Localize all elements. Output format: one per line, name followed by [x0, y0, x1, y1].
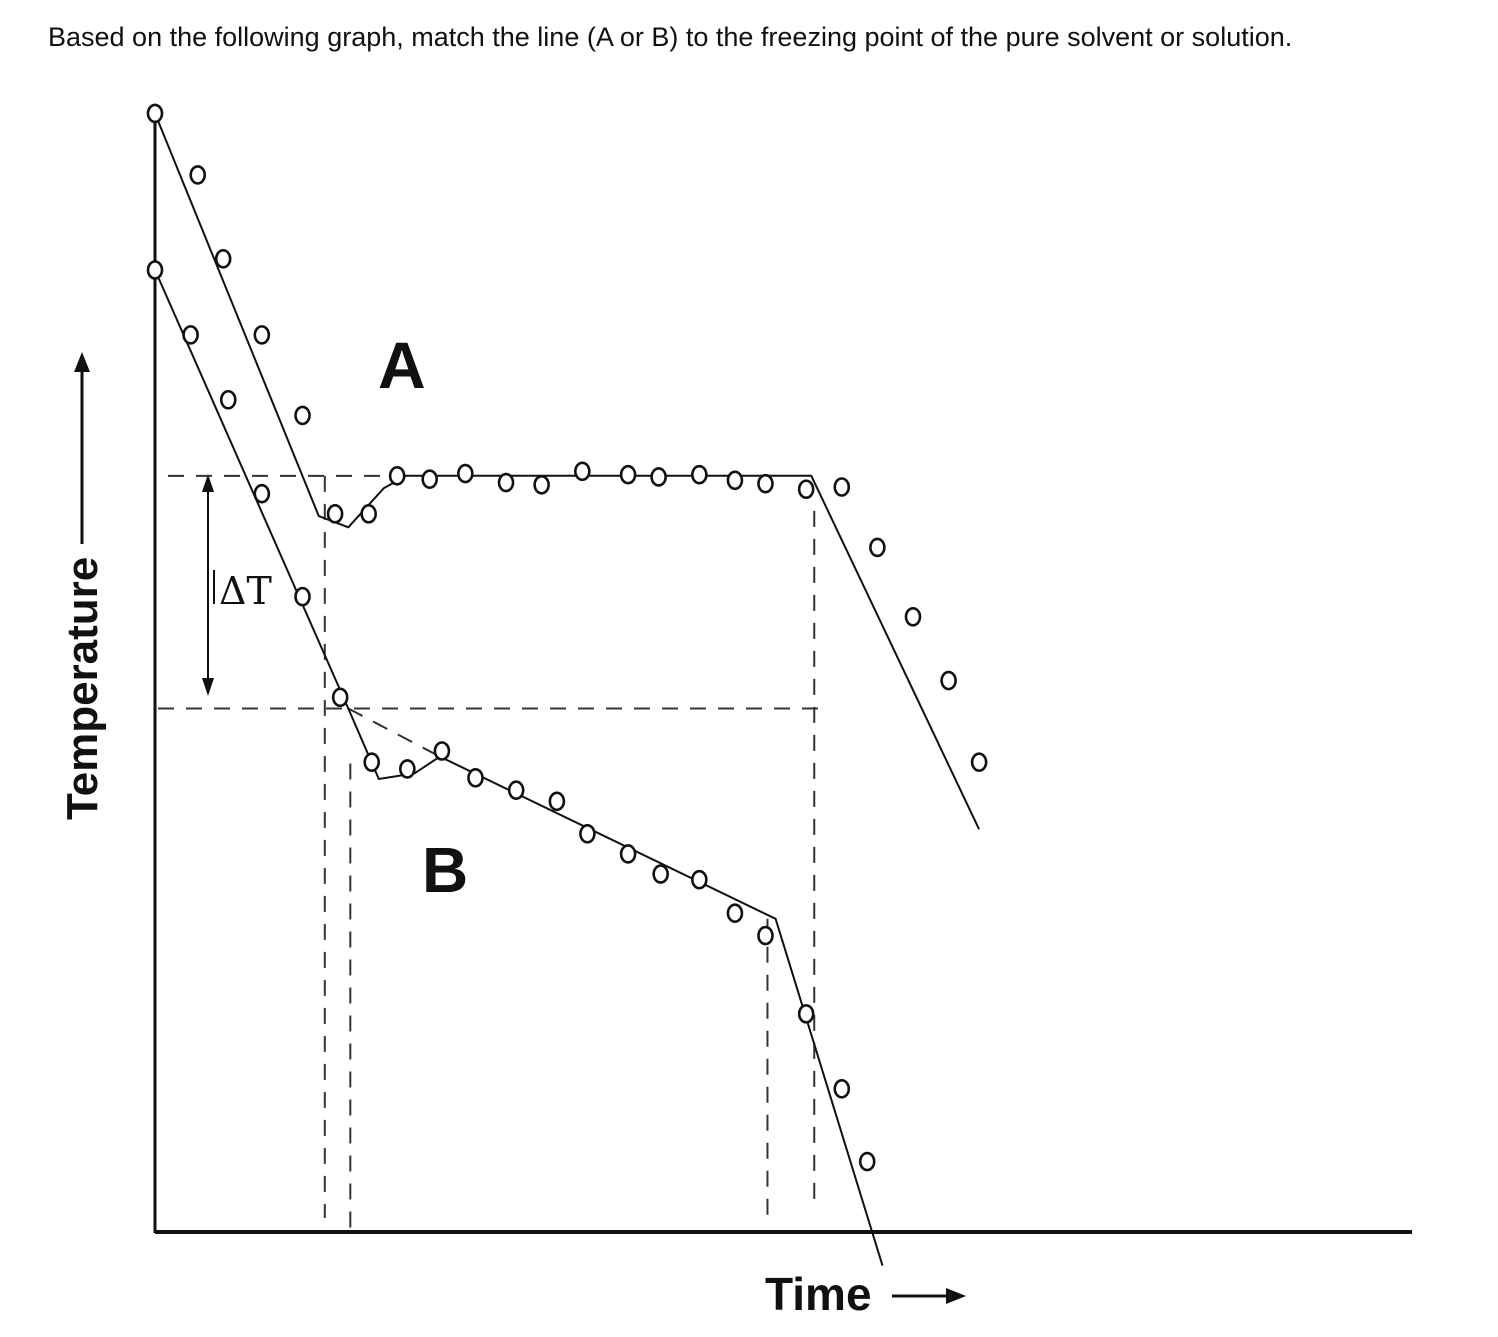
- delta-t-arrow-bottom: [202, 678, 214, 696]
- x-axis-label: Time: [765, 1268, 872, 1320]
- series-a-point-17: [757, 473, 774, 494]
- series-a-point-19: [833, 477, 851, 497]
- series-a-point-0: [146, 103, 164, 124]
- series-a-point-15: [691, 464, 708, 485]
- y-axis-label: Temperature: [58, 557, 107, 820]
- series-group: [146, 103, 988, 1266]
- series-b-point-16: [726, 903, 744, 923]
- series-a-point-22: [940, 670, 957, 691]
- series-a-point-7: [388, 466, 406, 486]
- series-b-point-10: [507, 780, 525, 800]
- series-a-point-3: [253, 325, 271, 345]
- series-a-point-1: [189, 165, 207, 185]
- guide-extrapolation-b: [347, 707, 441, 758]
- series-b-point-13: [619, 844, 637, 864]
- series-line-a: [154, 113, 981, 830]
- series-a-point-14: [650, 467, 667, 487]
- series-a-point-23: [970, 752, 988, 772]
- series-a-point-13: [619, 464, 637, 485]
- series-b-point-7: [399, 759, 416, 779]
- series-b-point-4: [294, 586, 311, 607]
- series-b-point-6: [363, 752, 381, 772]
- series-label-a: A: [378, 328, 426, 402]
- series-b-point-9: [467, 768, 484, 788]
- series-line-b: [154, 269, 884, 1266]
- series-a-point-16: [726, 470, 744, 491]
- series-a-point-11: [533, 474, 550, 495]
- series-a-point-10: [497, 472, 515, 493]
- guide-lines: [158, 474, 820, 1228]
- delta-t-arrow-top: [202, 474, 214, 492]
- question-text: Based on the following graph, match the …: [48, 22, 1293, 52]
- y-axis-arrow-head: [74, 352, 90, 372]
- series-b-point-20: [858, 1151, 876, 1172]
- series-a-point-6: [360, 504, 377, 524]
- series-a-point-8: [421, 469, 439, 489]
- series-b-point-15: [691, 869, 708, 890]
- series-b-point-0: [146, 260, 164, 280]
- series-b-point-14: [652, 864, 669, 884]
- series-a-point-9: [457, 463, 474, 484]
- series-a-point-18: [797, 479, 815, 500]
- series-b-point-17: [757, 925, 774, 946]
- series-a-point-4: [294, 405, 311, 426]
- series-b-point-18: [797, 1004, 815, 1024]
- series-b-point-3: [253, 483, 271, 504]
- series-label-b: B: [422, 834, 468, 906]
- series-b-point-12: [579, 823, 596, 844]
- series-b-point-2: [219, 389, 237, 410]
- series-a-point-20: [869, 537, 886, 558]
- series-a-point-5: [326, 504, 344, 524]
- series-b-point-19: [833, 1079, 851, 1099]
- series-b-point-8: [433, 741, 451, 761]
- series-b-point-11: [548, 791, 566, 812]
- series-b-point-1: [182, 325, 199, 345]
- series-a-point-12: [574, 461, 591, 482]
- x-axis-arrow-head: [946, 1288, 966, 1304]
- y-axis-label-group: Temperature: [58, 352, 107, 820]
- series-a-point-21: [904, 606, 922, 627]
- delta-t-label: ΔT: [219, 569, 272, 613]
- series-a-point-2: [214, 249, 232, 269]
- series-b-point-5: [331, 687, 349, 708]
